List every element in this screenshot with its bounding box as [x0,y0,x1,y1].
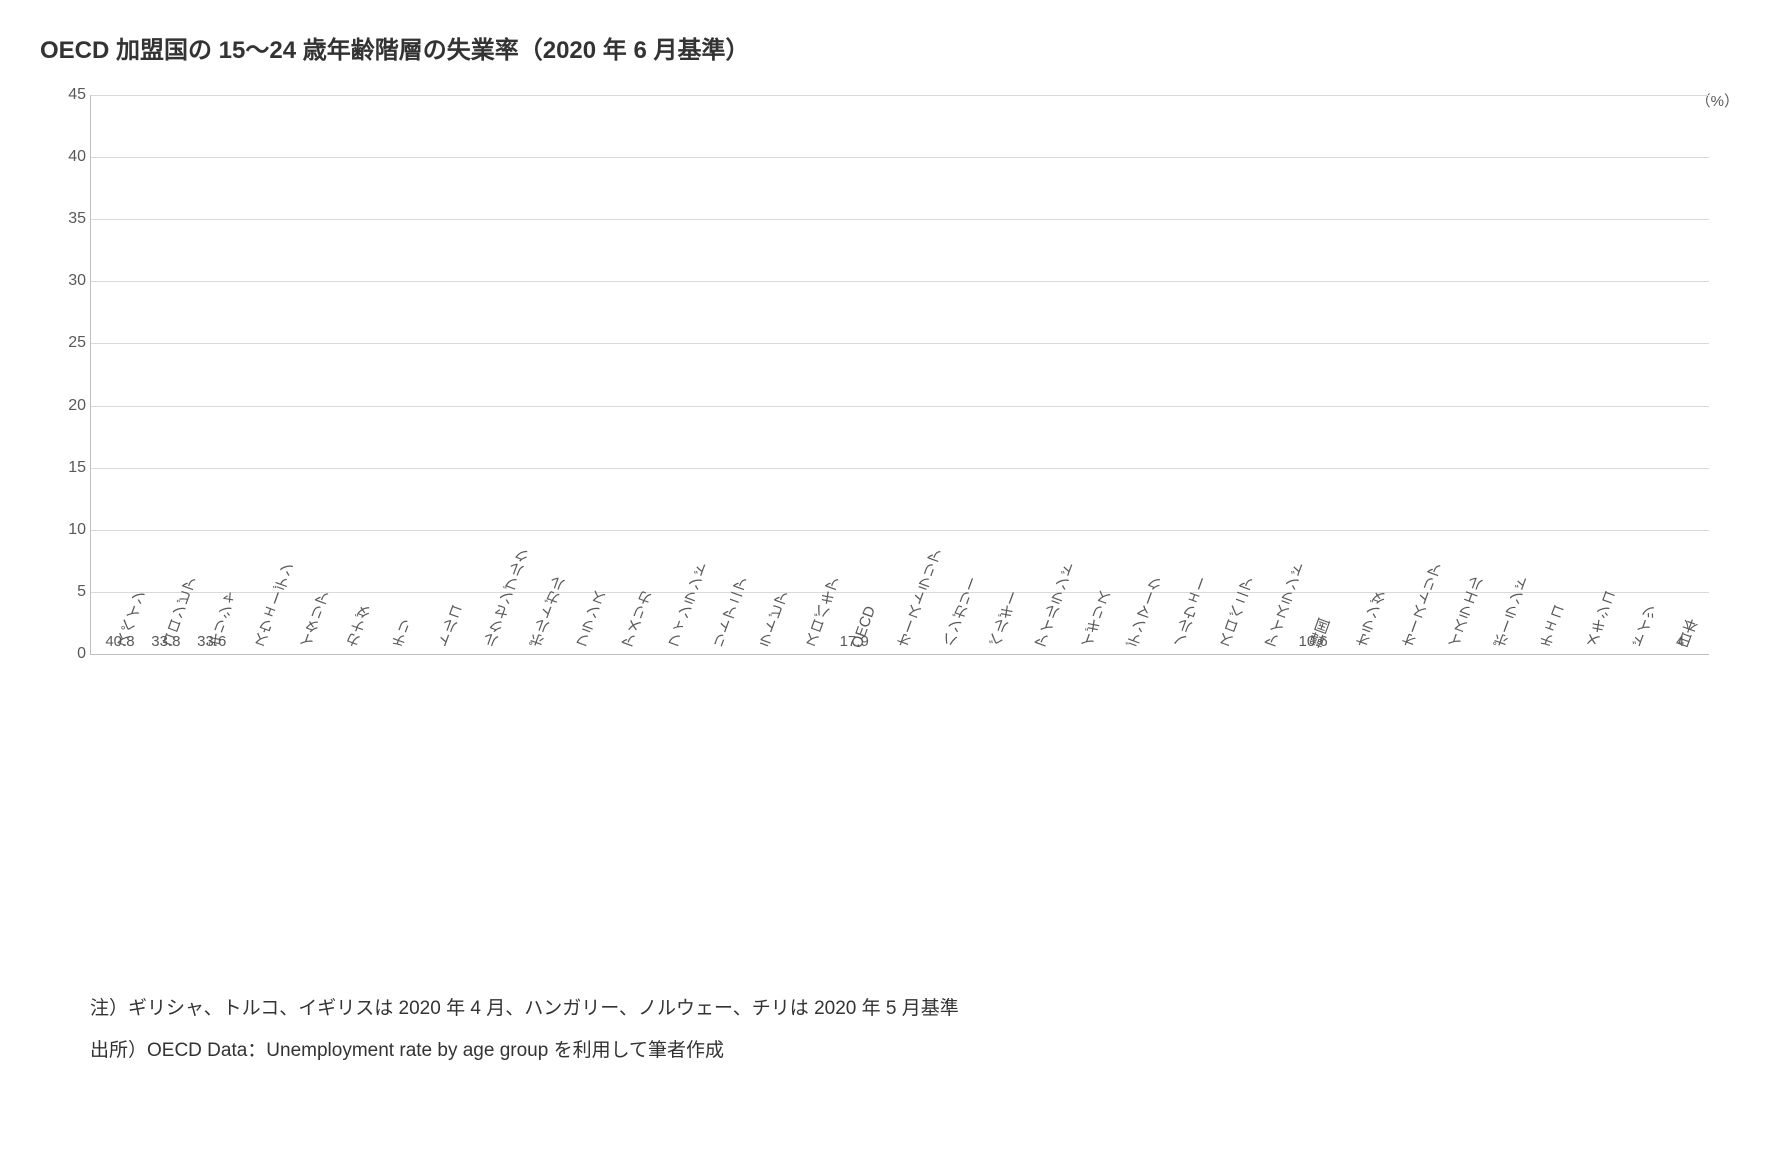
gridline [91,343,1709,344]
x-label-slot: OECD [831,655,877,768]
x-label-slot: カナダ [326,655,372,768]
note-line-1: 注）ギリシャ、トルコ、イギリスは 2020 年 4 月、ハンガリー、ノルウェー、… [90,988,1749,1030]
x-label-slot: コロンビア [142,655,188,768]
x-label-slot: アイスランド [1244,655,1290,768]
note-line-2: 出所）OECD Data：Unemployment rate by age gr… [90,1030,1749,1072]
x-label-slot: ギリシャ [188,655,234,768]
x-label-slot: 韓国 [1290,655,1336,768]
y-tick-label: 15 [51,459,86,477]
x-label-slot: イタリア [280,655,326,768]
y-tick-label: 5 [51,583,86,601]
x-label-slot: ハンガリー [923,655,969,768]
gridline [91,406,1709,407]
gridline [91,468,1709,469]
x-label-slot: トルコ [417,655,463,768]
x-label-slot: チェコ [1520,655,1566,768]
x-label-slot: ラトビア [739,655,785,768]
x-label-slot: スロベニア [1198,655,1244,768]
x-label-slot: 日本 [1657,655,1703,768]
x-label-slot: アイルランド [1014,655,1060,768]
x-label-slot: ルクセンブルク [463,655,509,768]
y-tick-label: 0 [51,645,86,663]
gridline [91,281,1709,282]
x-label-slot: オーストラリア [877,655,923,768]
y-tick-label: 35 [51,210,86,228]
y-tick-label: 20 [51,397,86,415]
x-label-slot: スペイン [96,655,142,768]
x-label-slot: ドイツ [1611,655,1657,768]
y-tick-label: 10 [51,521,86,539]
chart-notes: 注）ギリシャ、トルコ、イギリスは 2020 年 4 月、ハンガリー、ノルウェー、… [90,988,1749,1072]
x-label-slot: イスラエル [1428,655,1474,768]
y-tick-label: 40 [51,148,86,166]
x-label-slot: オーストリア [1382,655,1428,768]
x-label-slot: ベルギー [969,655,1015,768]
gridline [91,219,1709,220]
x-label-slot: チリ [372,655,418,768]
x-label-slot: アメリカ [601,655,647,768]
x-label-slot: ポーランド [1474,655,1520,768]
y-tick-label: 25 [51,334,86,352]
x-label-slot: デンマーク [1106,655,1152,768]
x-label-slot: メキシコ [1566,655,1612,768]
x-label-slot: フランス [555,655,601,768]
x-label-slot: ノルウェー [1152,655,1198,768]
x-label-slot: ポルトガル [509,655,555,768]
gridline [91,530,1709,531]
x-axis-labels: スペインコロンビアギリシャスウェーデンイタリアカナダチリトルコルクセンブルクポル… [90,655,1709,768]
x-label-slot: スロバキア [785,655,831,768]
x-label-slot: リトアニア [693,655,739,768]
chart-title: OECD 加盟国の 15〜24 歳年齢階層の失業率（2020 年 6 月基準） [40,30,1749,65]
x-label-slot: オランダ [1336,655,1382,768]
x-label-slot: スウェーデン [234,655,280,768]
y-tick-label: 45 [51,86,86,104]
y-tick-label: 30 [51,272,86,290]
gridline [91,157,1709,158]
gridline [91,95,1709,96]
chart-container: （%） 40.833.833.617.910.64 05101520253035… [90,95,1709,768]
x-label-slot: イギリス [1060,655,1106,768]
x-label-slot: フィンランド [647,655,693,768]
